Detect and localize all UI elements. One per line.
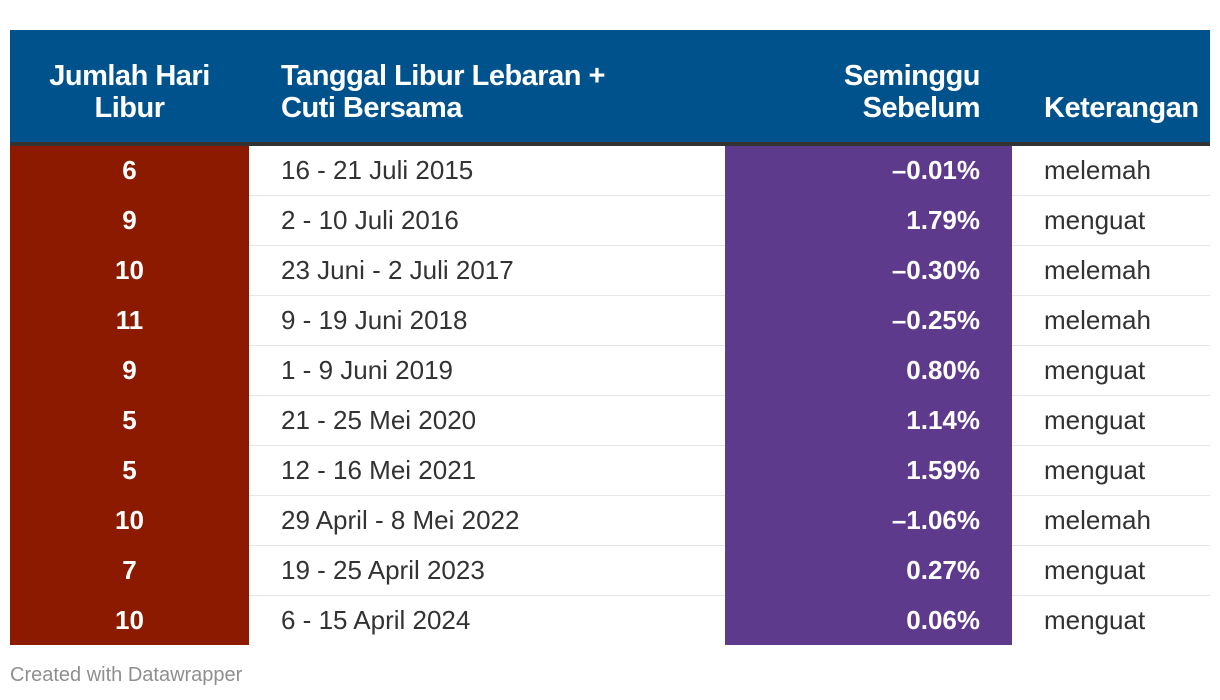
cell-days: 10: [10, 245, 249, 296]
cell-dates: 29 April - 8 Mei 2022: [249, 495, 725, 546]
cell-note: menguat: [1012, 345, 1210, 396]
table-row: 10 6 - 15 April 2024 0.06% menguat: [10, 595, 1210, 645]
cell-note: menguat: [1012, 195, 1210, 246]
cell-dates: 12 - 16 Mei 2021: [249, 445, 725, 496]
cell-change: –0.25%: [725, 295, 1012, 346]
cell-days: 7: [10, 545, 249, 596]
cell-note: melemah: [1012, 295, 1210, 346]
header-days: Jumlah Hari Libur: [10, 30, 249, 146]
cell-note: melemah: [1012, 245, 1210, 296]
cell-change: –1.06%: [725, 495, 1012, 546]
cell-change: 1.59%: [725, 445, 1012, 496]
header-row: Jumlah Hari Libur Tanggal Libur Lebaran +…: [10, 30, 1210, 146]
cell-dates: 1 - 9 Juni 2019: [249, 345, 725, 396]
cell-dates: 9 - 19 Juni 2018: [249, 295, 725, 346]
table-row: 5 12 - 16 Mei 2021 1.59% menguat: [10, 445, 1210, 496]
table-header: Jumlah Hari Libur Tanggal Libur Lebaran +…: [10, 30, 1210, 146]
table-row: 5 21 - 25 Mei 2020 1.14% menguat: [10, 395, 1210, 446]
cell-dates: 16 - 21 Juli 2015: [249, 144, 725, 196]
holiday-table: Jumlah Hari Libur Tanggal Libur Lebaran +…: [10, 30, 1210, 645]
cell-change: 1.79%: [725, 195, 1012, 246]
data-table-container: Jumlah Hari Libur Tanggal Libur Lebaran +…: [10, 30, 1210, 645]
header-note: Keterangan: [1012, 30, 1210, 146]
cell-note: melemah: [1012, 495, 1210, 546]
cell-days: 5: [10, 395, 249, 446]
cell-dates: 21 - 25 Mei 2020: [249, 395, 725, 446]
cell-days: 10: [10, 495, 249, 546]
cell-days: 5: [10, 445, 249, 496]
cell-note: melemah: [1012, 144, 1210, 196]
cell-note: menguat: [1012, 445, 1210, 496]
cell-note: menguat: [1012, 395, 1210, 446]
cell-dates: 23 Juni - 2 Juli 2017: [249, 245, 725, 296]
cell-change: –0.30%: [725, 245, 1012, 296]
cell-dates: 6 - 15 April 2024: [281, 605, 471, 635]
cell-days: 6: [10, 144, 249, 196]
cell-change: 0.80%: [725, 345, 1012, 396]
cell-change: 0.06%: [725, 595, 1012, 645]
cell-days: 9: [10, 195, 249, 246]
cell-dates: 2 - 10 Juli 2016: [249, 195, 725, 246]
header-change: Seminggu Sebelum: [725, 30, 1012, 146]
table-row: 7 19 - 25 April 2023 0.27% menguat: [10, 545, 1210, 596]
table-body: 6 16 - 21 Juli 2015 –0.01% melemah 9 2 - 10 J…: [10, 144, 1210, 645]
cell-note: menguat: [1044, 605, 1146, 635]
datawrapper-credit: Created with Datawrapper: [10, 664, 243, 686]
cell-days: 9: [10, 345, 249, 396]
header-dates: Tanggal Libur Lebaran + Cuti Bersama: [249, 30, 725, 146]
table-row: 11 9 - 19 Juni 2018 –0.25% melemah: [10, 295, 1210, 346]
table-row: 10 23 Juni - 2 Juli 2017 –0.30% melemah: [10, 245, 1210, 296]
table-row: 6 16 - 21 Juli 2015 –0.01% melemah: [10, 144, 1210, 196]
cell-change: 0.27%: [725, 545, 1012, 596]
cell-days: 11: [10, 295, 249, 346]
cell-days: 10: [10, 595, 249, 645]
table-row: 10 29 April - 8 Mei 2022 –1.06% melemah: [10, 495, 1210, 546]
cell-dates: 19 - 25 April 2023: [249, 545, 725, 596]
cell-change: –0.01%: [725, 144, 1012, 196]
cell-change: 1.14%: [725, 395, 1012, 446]
cell-note: menguat: [1012, 545, 1210, 596]
